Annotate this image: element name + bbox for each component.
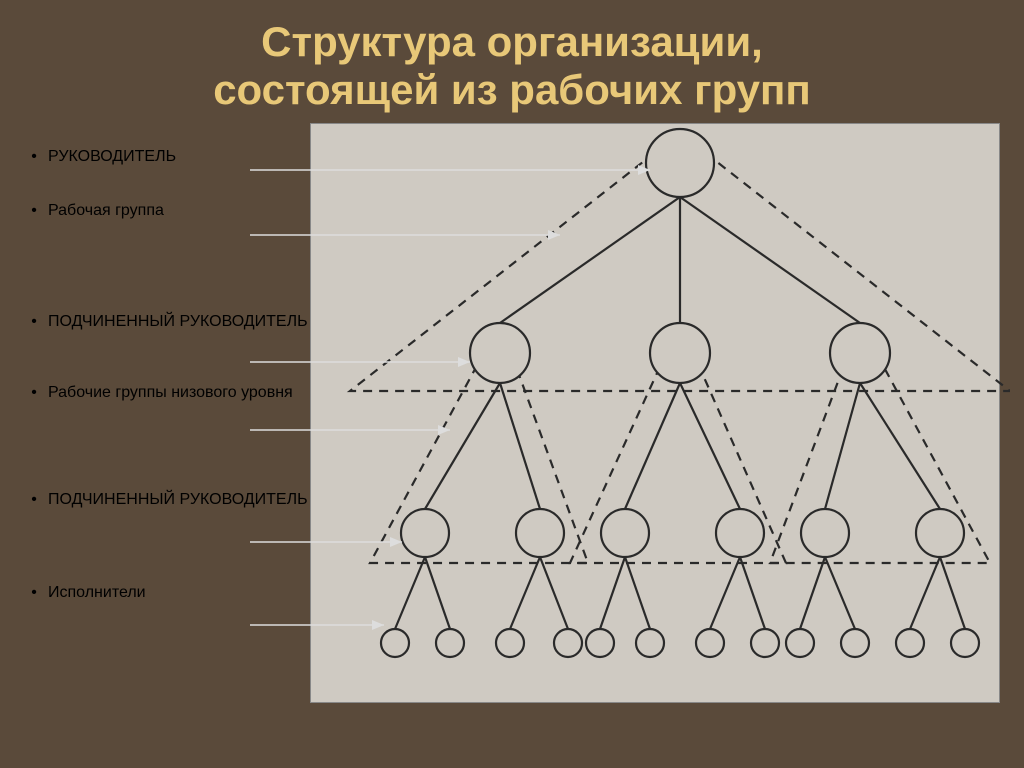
title-line2: состоящей из рабочих групп xyxy=(213,66,811,113)
edge xyxy=(860,383,940,509)
node-executor xyxy=(496,629,524,657)
legend-label: ПОДЧИНЕННЫЙ РУКОВОДИТЕЛЬ xyxy=(48,313,310,331)
legend-label: Исполнители xyxy=(48,584,310,602)
edge xyxy=(540,557,568,629)
bullet-icon: • xyxy=(20,148,48,166)
node-executor xyxy=(554,629,582,657)
node-executor xyxy=(436,629,464,657)
node-sub-sub-leader xyxy=(401,509,449,557)
edge xyxy=(600,557,625,629)
node-sub-leader xyxy=(470,323,530,383)
node-executor xyxy=(951,629,979,657)
edge xyxy=(710,557,740,629)
edge xyxy=(625,557,650,629)
legend-label: РУКОВОДИТЕЛЬ xyxy=(48,148,310,166)
edge xyxy=(680,383,740,509)
node-executor xyxy=(896,629,924,657)
edge xyxy=(425,383,500,509)
node-executor xyxy=(636,629,664,657)
edge xyxy=(825,557,855,629)
legend-label: Рабочие группы низового уровня xyxy=(48,384,310,402)
node-executor xyxy=(751,629,779,657)
title-line1: Структура организации, xyxy=(261,18,763,65)
edge xyxy=(510,557,540,629)
legend-item: •ПОДЧИНЕННЫЙ РУКОВОДИТЕЛЬ xyxy=(20,313,310,331)
node-leader xyxy=(646,129,714,197)
legend-label: Рабочая группа xyxy=(48,202,310,220)
legend-label: ПОДЧИНЕННЫЙ РУКОВОДИТЕЛЬ xyxy=(48,491,310,509)
edge xyxy=(910,557,940,629)
node-executor xyxy=(586,629,614,657)
slide-title: Структура организации, состоящей из рабо… xyxy=(0,0,1024,115)
node-executor xyxy=(841,629,869,657)
bullet-icon: • xyxy=(20,584,48,602)
edge xyxy=(740,557,765,629)
legend-column xyxy=(0,123,310,131)
node-executor xyxy=(381,629,409,657)
bullet-icon: • xyxy=(20,313,48,331)
node-sub-sub-leader xyxy=(801,509,849,557)
bullet-icon: • xyxy=(20,384,48,402)
bullet-icon: • xyxy=(20,202,48,220)
edge xyxy=(940,557,965,629)
edge xyxy=(800,557,825,629)
node-sub-sub-leader xyxy=(716,509,764,557)
bullet-icon: • xyxy=(20,491,48,509)
legend-item: •ПОДЧИНЕННЫЙ РУКОВОДИТЕЛЬ xyxy=(20,491,310,509)
legend-item: •РУКОВОДИТЕЛЬ xyxy=(20,148,310,166)
node-sub-sub-leader xyxy=(916,509,964,557)
org-diagram xyxy=(310,123,1010,713)
node-sub-sub-leader xyxy=(601,509,649,557)
edge xyxy=(395,557,425,629)
node-executor xyxy=(786,629,814,657)
legend-item: •Рабочая группа xyxy=(20,202,310,220)
edge xyxy=(500,383,540,509)
content-row xyxy=(0,123,1024,131)
edge xyxy=(425,557,450,629)
node-executor xyxy=(696,629,724,657)
node-sub-sub-leader xyxy=(516,509,564,557)
node-sub-leader xyxy=(830,323,890,383)
edge xyxy=(680,197,860,323)
edge xyxy=(500,197,680,323)
node-sub-leader xyxy=(650,323,710,383)
edge xyxy=(625,383,680,509)
diagram-wrap xyxy=(310,123,1024,131)
legend-item: •Исполнители xyxy=(20,584,310,602)
legend-item: •Рабочие группы низового уровня xyxy=(20,384,310,402)
